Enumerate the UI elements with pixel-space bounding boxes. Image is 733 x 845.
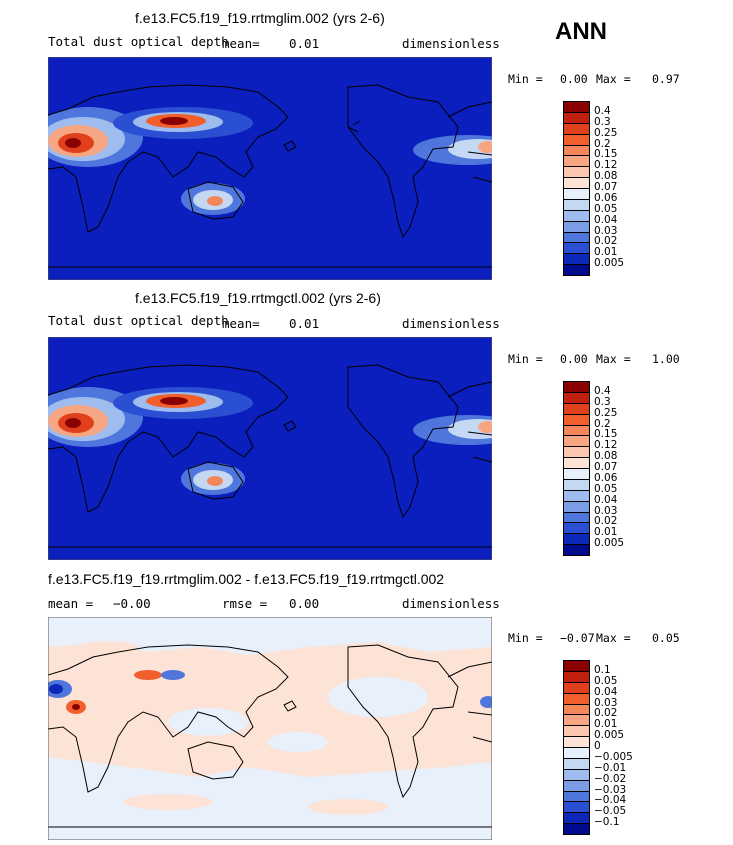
panel-2-mean-label: mean=: [222, 316, 260, 331]
colorbar-label: 0.03: [594, 696, 618, 709]
colorbar-label: 0.3: [594, 395, 611, 408]
panel-2-colorbar: 0.4 0.3 0.25 0.2 0.15 0.12 0.08 0.07 0.06 0.05 0.0…: [563, 381, 643, 556]
colorbar-label: −0.04: [594, 794, 627, 807]
colorbar-label: 0.03: [594, 224, 618, 237]
panel-1-map: [48, 57, 492, 280]
colorbar-label: −0.05: [594, 805, 627, 818]
colorbar-label: 0.12: [594, 159, 618, 172]
panel-1-max-value: 0.97: [652, 72, 680, 86]
panel-3-min-value: −0.07: [560, 631, 595, 645]
colorbar-label: 0.12: [594, 439, 618, 452]
colorbar-label: 0.04: [594, 685, 618, 698]
colorbar-label: −0.01: [594, 761, 627, 774]
panel-2-title: f.e13.FC5.f19_f19.rrtmgctl.002 (yrs 2-6): [135, 290, 381, 306]
panel-2-map: [48, 337, 492, 560]
colorbar-label: 0.005: [594, 257, 625, 270]
panel-1-title: f.e13.FC5.f19_f19.rrtmglim.002 (yrs 2-6): [135, 10, 385, 26]
colorbar-label: 0.05: [594, 482, 618, 495]
colorbar-label: −0.02: [594, 772, 627, 785]
colorbar-label: 0.05: [594, 674, 618, 687]
colorbar-label: 0.02: [594, 235, 618, 248]
panel-1-units: dimensionless: [402, 36, 500, 51]
map-background: [48, 57, 492, 280]
colorbar-label: 0.04: [594, 213, 618, 226]
map-background: [48, 337, 492, 560]
panel-3-units: dimensionless: [402, 596, 500, 611]
panel-2-max-value: 1.00: [652, 352, 680, 366]
panel-2-mean-value: 0.01: [289, 316, 320, 331]
colorbar-label: 0.15: [594, 148, 618, 161]
colorbar-label: 0.2: [594, 417, 611, 430]
colorbar-label: 0.04: [594, 493, 618, 506]
panel-2-min-value: 0.00: [560, 352, 588, 366]
colorbar-swatch: [563, 544, 590, 556]
colorbar-label: 0.07: [594, 461, 618, 473]
panel-1-min-value: 0.00: [560, 72, 588, 86]
colorbar-label: −0.03: [594, 783, 627, 796]
colorbar-label: 0.02: [594, 515, 618, 528]
colorbar-label: 0.08: [594, 450, 618, 463]
panel-3-map: [48, 617, 492, 840]
panel-3-rmse-value: 0.00: [289, 596, 320, 611]
colorbar-label: 0.07: [594, 181, 618, 193]
panel-3-mean-label: mean =: [48, 596, 94, 611]
colorbar-label: 0.4: [594, 384, 611, 397]
panel-3-colorbar: 0.1 0.05 0.04 0.03 0.02 0.01 0.005 0 −0.005 −0.01…: [563, 660, 643, 835]
colorbar-label: 0: [594, 740, 601, 752]
colorbar-label: 0.02: [594, 707, 618, 720]
colorbar-swatch: [563, 264, 590, 276]
colorbar-label: 0.25: [594, 126, 618, 139]
panel-1-min-label: Min =: [508, 72, 543, 86]
colorbar-label: 0.03: [594, 504, 618, 517]
colorbar-label: 0.005: [594, 729, 625, 742]
panel-3-max-label: Max =: [596, 631, 631, 645]
panel-2-max-label: Max =: [596, 352, 631, 366]
panel-3-mean-value: −0.00: [113, 596, 151, 611]
panel-1-max-label: Max =: [596, 72, 631, 86]
colorbar-label: 0.06: [594, 471, 618, 484]
colorbar-swatch: [563, 823, 590, 835]
panel-3-min-label: Min =: [508, 631, 543, 645]
colorbar-label: 0.4: [594, 104, 611, 117]
colorbar-label: 0.01: [594, 246, 618, 259]
colorbar-label: −0.1: [594, 816, 620, 829]
colorbar-label: 0.05: [594, 202, 618, 215]
panel-3-max-value: 0.05: [652, 631, 680, 645]
colorbar-label: 0.005: [594, 537, 625, 550]
panel-3-title: f.e13.FC5.f19_f19.rrtmglim.002 - f.e13.F…: [48, 571, 445, 587]
colorbar-label: 0.2: [594, 137, 611, 150]
panel-2-min-label: Min =: [508, 352, 543, 366]
panel-1-colorbar: 0.4 0.3 0.25 0.2 0.15 0.12 0.08 0.07 0.06 0.05 0.0…: [563, 101, 643, 276]
colorbar-label: 0.25: [594, 406, 618, 419]
colorbar-label: 0.01: [594, 526, 618, 539]
colorbar-label: 0.3: [594, 115, 611, 128]
panel-1-mean-value: 0.01: [289, 36, 320, 51]
panel-2-units: dimensionless: [402, 316, 500, 331]
panel-1-variable: Total dust optical depth: [48, 34, 229, 49]
panel-3-rmse-label: rmse =: [222, 596, 268, 611]
colorbar-label: 0.08: [594, 170, 618, 183]
colorbar-label: 0.01: [594, 718, 618, 731]
colorbar-label: 0.15: [594, 428, 618, 441]
season-label: ANN: [555, 18, 607, 45]
panel-2-variable: Total dust optical depth: [48, 313, 229, 328]
colorbar-label: −0.005: [594, 750, 633, 763]
colorbar-label: 0.1: [594, 663, 611, 676]
panel-1-mean-label: mean=: [222, 36, 260, 51]
colorbar-label: 0.06: [594, 191, 618, 204]
